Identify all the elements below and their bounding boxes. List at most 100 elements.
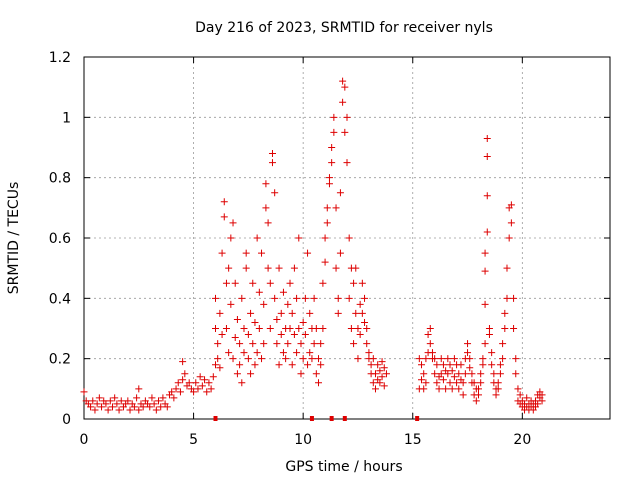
bottom-marker bbox=[309, 416, 314, 421]
data-point bbox=[450, 373, 458, 381]
data-point bbox=[174, 379, 182, 387]
data-point bbox=[286, 325, 294, 332]
data-point bbox=[297, 340, 305, 348]
data-point bbox=[135, 385, 143, 393]
data-point bbox=[424, 331, 432, 339]
data-point bbox=[343, 159, 351, 167]
data-point bbox=[490, 370, 498, 378]
data-point bbox=[481, 300, 489, 308]
data-point bbox=[496, 361, 504, 369]
data-point bbox=[453, 379, 461, 387]
data-point bbox=[163, 403, 171, 411]
x-tick-label: 20 bbox=[513, 432, 531, 448]
data-point bbox=[426, 325, 434, 332]
data-point bbox=[247, 370, 255, 378]
data-point bbox=[341, 128, 349, 136]
data-point bbox=[288, 309, 296, 317]
data-point bbox=[332, 204, 340, 212]
data-point bbox=[317, 340, 325, 348]
data-point bbox=[152, 406, 160, 414]
data-point bbox=[523, 394, 531, 402]
x-axis-label: GPS time / hours bbox=[285, 459, 402, 475]
data-point bbox=[323, 219, 331, 227]
data-point bbox=[488, 349, 496, 357]
chart-title: Day 216 of 2023, SRMTID for receiver nyl… bbox=[195, 20, 493, 36]
data-point bbox=[439, 361, 447, 369]
data-point bbox=[284, 340, 292, 348]
data-point bbox=[332, 264, 340, 272]
data-point bbox=[464, 340, 472, 348]
data-point bbox=[236, 340, 244, 348]
data-point bbox=[233, 370, 241, 378]
data-point bbox=[448, 385, 456, 393]
data-point bbox=[512, 370, 520, 378]
data-point bbox=[371, 385, 379, 393]
y-tick-label: 0.6 bbox=[49, 231, 71, 247]
data-point bbox=[260, 300, 268, 308]
y-axis-label: SRMTID / TECUs bbox=[6, 182, 22, 295]
data-point bbox=[501, 325, 509, 332]
data-point bbox=[499, 355, 507, 363]
data-point bbox=[369, 355, 377, 363]
data-point bbox=[179, 358, 187, 366]
data-point bbox=[339, 77, 347, 85]
data-point bbox=[439, 376, 447, 384]
data-point bbox=[126, 406, 134, 414]
data-point bbox=[503, 294, 511, 302]
data-point bbox=[481, 249, 489, 257]
data-point bbox=[284, 300, 292, 308]
data-point bbox=[218, 249, 226, 257]
data-point bbox=[334, 294, 342, 302]
data-point bbox=[150, 400, 158, 408]
data-point bbox=[301, 294, 309, 302]
data-point bbox=[455, 370, 463, 378]
data-point bbox=[253, 234, 261, 242]
data-point bbox=[433, 379, 441, 387]
data-point bbox=[220, 198, 228, 206]
data-point bbox=[124, 397, 132, 405]
x-tick-label: 0 bbox=[80, 432, 89, 448]
data-point bbox=[146, 403, 154, 411]
data-point bbox=[431, 355, 439, 363]
data-point bbox=[275, 361, 283, 369]
data-point bbox=[282, 355, 290, 363]
data-point bbox=[288, 361, 296, 369]
data-point bbox=[510, 325, 518, 332]
data-point bbox=[481, 340, 489, 348]
data-point bbox=[352, 264, 360, 272]
data-point bbox=[361, 294, 369, 302]
data-point bbox=[356, 300, 364, 308]
bottom-marker bbox=[415, 416, 420, 421]
data-point bbox=[310, 340, 318, 348]
y-tick-label: 1 bbox=[62, 110, 71, 126]
data-point bbox=[319, 279, 327, 287]
data-point bbox=[279, 349, 287, 357]
data-point bbox=[317, 361, 325, 369]
data-point bbox=[218, 331, 226, 339]
data-point bbox=[363, 325, 371, 332]
data-point bbox=[102, 400, 110, 408]
data-point bbox=[420, 370, 428, 378]
data-points bbox=[80, 77, 546, 414]
data-point bbox=[255, 288, 263, 296]
data-point bbox=[93, 400, 101, 408]
data-point bbox=[319, 325, 327, 332]
data-point bbox=[358, 309, 366, 317]
data-point bbox=[203, 388, 211, 396]
data-point bbox=[227, 234, 235, 242]
data-point bbox=[299, 355, 307, 363]
data-point bbox=[159, 394, 167, 402]
data-point bbox=[222, 325, 230, 332]
data-point bbox=[516, 391, 524, 399]
data-point bbox=[418, 361, 426, 369]
data-point bbox=[238, 294, 246, 302]
bottom-marker bbox=[342, 416, 347, 421]
data-point bbox=[113, 400, 121, 408]
data-point bbox=[479, 361, 487, 369]
data-point bbox=[369, 379, 377, 387]
data-point bbox=[350, 279, 358, 287]
data-point bbox=[255, 325, 263, 332]
data-point bbox=[510, 294, 518, 302]
data-point bbox=[538, 397, 546, 405]
